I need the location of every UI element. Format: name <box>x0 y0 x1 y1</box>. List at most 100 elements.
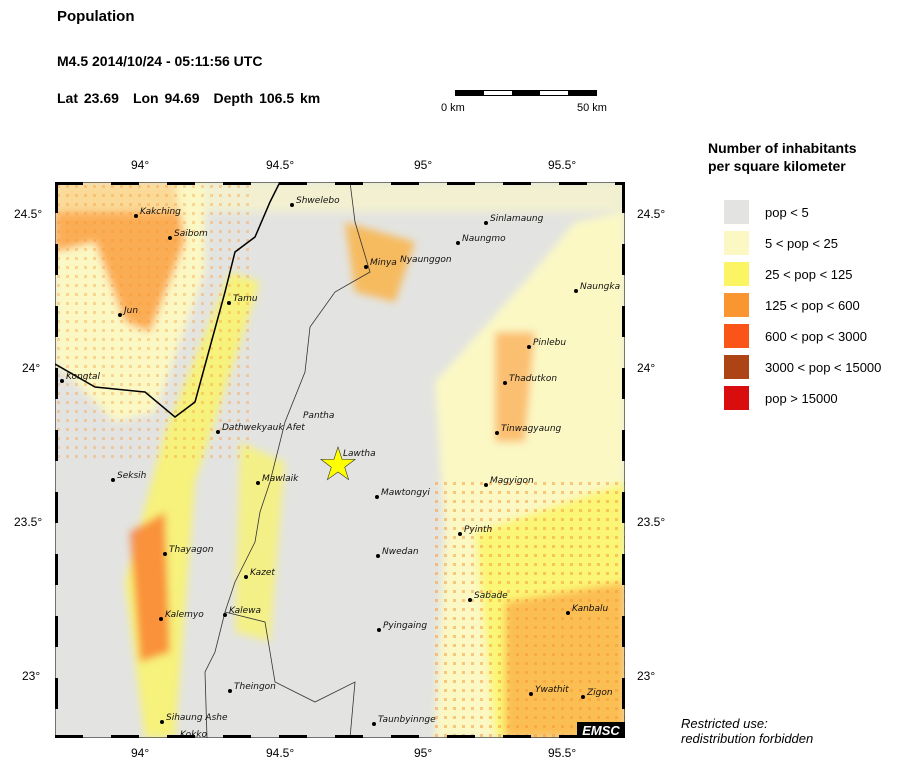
legend-label: 3000 < pop < 15000 <box>765 359 882 375</box>
emsc-logo-text: EMSC <box>582 723 620 738</box>
frame-tick <box>223 735 251 738</box>
frame-tick <box>223 182 251 185</box>
border-line <box>55 182 281 418</box>
place-label: Zigon <box>586 688 613 698</box>
frame-tick <box>55 735 83 738</box>
place-marker[interactable] <box>581 695 585 699</box>
legend-item: 125 < pop < 600 <box>724 293 860 317</box>
place-marker[interactable] <box>574 289 578 293</box>
place-marker[interactable] <box>566 611 570 615</box>
place-marker[interactable] <box>377 628 381 632</box>
place-label: Dathwekyauk Afet <box>222 423 305 433</box>
place-label: Sinlamaung <box>490 214 544 224</box>
lon-tick-bottom: 94° <box>131 746 150 760</box>
legend-title-line: Number of inhabitants <box>708 140 857 156</box>
place-label: Sabade <box>474 591 508 601</box>
latitude: Lat 23.69 <box>57 90 119 106</box>
place-marker[interactable] <box>159 617 163 621</box>
place-label: Pinlebu <box>533 338 566 348</box>
place-marker[interactable] <box>495 431 499 435</box>
emsc-logo <box>577 722 625 738</box>
legend-label: pop > 15000 <box>765 390 838 406</box>
place-marker[interactable] <box>290 203 294 207</box>
place-marker[interactable] <box>134 214 138 218</box>
place-marker[interactable] <box>60 379 64 383</box>
frame-tick <box>279 735 307 738</box>
frame-tick <box>111 735 139 738</box>
frame-tick <box>503 182 531 185</box>
place-marker[interactable] <box>163 552 167 556</box>
place-label: Magyigon <box>490 476 534 486</box>
lon-tick-top: 94.5° <box>266 158 295 172</box>
place-label: Nyaunggon <box>400 255 452 265</box>
legend-swatch <box>724 324 749 348</box>
lat-tick-left: 23° <box>22 669 41 683</box>
place-marker[interactable] <box>244 575 248 579</box>
place-label: Tinwagyaung <box>501 424 562 434</box>
place-label: Seksih <box>117 471 147 481</box>
place-label: Pyingaing <box>383 621 427 631</box>
place-label: Kakching <box>140 207 181 217</box>
place-marker[interactable] <box>216 430 220 434</box>
place-label: Saibom <box>174 229 208 239</box>
place-label: Kokko <box>180 730 208 738</box>
legend-item: 25 < pop < 125 <box>724 262 852 286</box>
lon-tick-bottom: 95° <box>414 746 433 760</box>
place-marker[interactable] <box>168 236 172 240</box>
place-label: Sihaung Ashe <box>166 713 228 723</box>
frame-tick <box>55 306 58 337</box>
frame-tick <box>55 368 58 399</box>
place-marker[interactable] <box>228 689 232 693</box>
place-marker[interactable] <box>256 481 260 485</box>
place-label: Kanbalu <box>572 604 609 614</box>
place-label: Thayagon <box>169 545 214 555</box>
lon-tick-top: 94° <box>131 158 150 172</box>
place-marker[interactable] <box>468 598 472 602</box>
usage-note: Restricted use: redistribution forbidden <box>681 716 813 746</box>
frame-tick <box>55 182 83 185</box>
legend-swatch <box>724 231 749 255</box>
legend-swatch <box>724 200 749 224</box>
place-label: Kongtal <box>66 372 101 382</box>
place-marker[interactable] <box>364 265 368 269</box>
frame-tick <box>55 182 58 213</box>
place-marker[interactable] <box>111 478 115 482</box>
lat-tick-left: 24.5° <box>14 207 43 221</box>
place-marker[interactable] <box>527 345 531 349</box>
place-marker[interactable] <box>160 720 164 724</box>
legend-item: pop < 5 <box>724 200 809 224</box>
place-marker[interactable] <box>458 532 462 536</box>
place-marker[interactable] <box>376 554 380 558</box>
frame-tick <box>622 492 625 523</box>
legend-swatch <box>724 386 749 410</box>
place-marker[interactable] <box>227 301 231 305</box>
place-marker[interactable] <box>372 722 376 726</box>
place-label: Mawtongyi <box>381 488 430 498</box>
place-marker[interactable] <box>503 381 507 385</box>
lat-tick-left: 24° <box>22 361 41 375</box>
event-location: Lat 23.69 Lon 94.69 Depth 106.5 km <box>57 90 334 106</box>
place-marker[interactable] <box>375 495 379 499</box>
place-label: Ywathit <box>535 685 569 695</box>
place-marker[interactable] <box>118 313 122 317</box>
event-info: M4.5 2014/10/24 - 05:11:56 UTC <box>57 53 263 69</box>
place-marker[interactable] <box>484 483 488 487</box>
lat-tick-right: 24° <box>637 361 656 375</box>
legend-label: 600 < pop < 3000 <box>765 328 867 344</box>
epicenter-star-icon[interactable] <box>320 446 356 481</box>
place-label: Theingon <box>234 682 276 692</box>
frame-tick <box>615 735 625 738</box>
place-label: Pyinth <box>464 525 492 535</box>
place-marker[interactable] <box>223 613 227 617</box>
place-marker[interactable] <box>484 221 488 225</box>
population-map[interactable]: Kakching Saibom Shwelebo Tamu Jun Kongtal Dath… <box>55 182 625 738</box>
map-frame-ticks <box>55 182 625 738</box>
place-marker[interactable] <box>529 692 533 696</box>
frame-tick <box>55 554 58 585</box>
frame-tick <box>622 554 625 585</box>
place-label: Jun <box>122 306 138 316</box>
river-line <box>204 182 371 738</box>
place-label: Kazet <box>250 568 275 578</box>
place-marker[interactable] <box>456 241 460 245</box>
scale-start-label: 0 km <box>441 102 465 114</box>
